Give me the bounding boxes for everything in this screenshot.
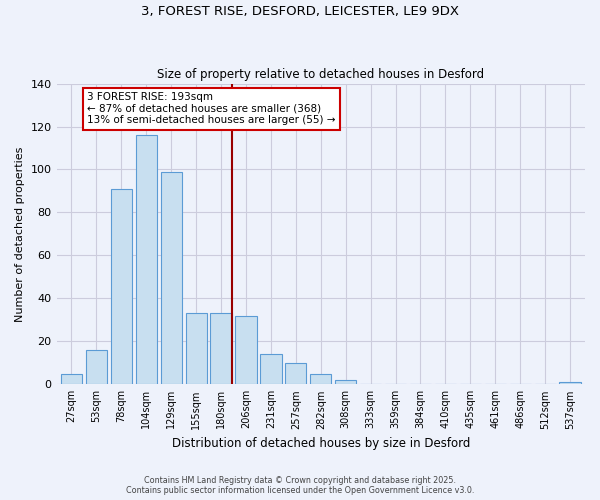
Bar [211, 314, 232, 384]
Text: 3 FOREST RISE: 193sqm
← 87% of detached houses are smaller (368)
13% of semi-det: 3 FOREST RISE: 193sqm ← 87% of detached … [87, 92, 335, 126]
Title: Size of property relative to detached houses in Desford: Size of property relative to detached ho… [157, 68, 484, 81]
Bar [185, 314, 207, 384]
Bar [260, 354, 281, 384]
Bar [86, 350, 107, 384]
Bar [136, 135, 157, 384]
Bar [335, 380, 356, 384]
Bar [61, 374, 82, 384]
Text: Contains HM Land Registry data © Crown copyright and database right 2025.
Contai: Contains HM Land Registry data © Crown c… [126, 476, 474, 495]
X-axis label: Distribution of detached houses by size in Desford: Distribution of detached houses by size … [172, 437, 470, 450]
Bar [111, 189, 132, 384]
Bar [235, 316, 257, 384]
Bar [310, 374, 331, 384]
Y-axis label: Number of detached properties: Number of detached properties [15, 146, 25, 322]
Text: 3, FOREST RISE, DESFORD, LEICESTER, LE9 9DX: 3, FOREST RISE, DESFORD, LEICESTER, LE9 … [141, 5, 459, 18]
Bar [285, 363, 307, 384]
Bar [161, 172, 182, 384]
Bar [559, 382, 581, 384]
